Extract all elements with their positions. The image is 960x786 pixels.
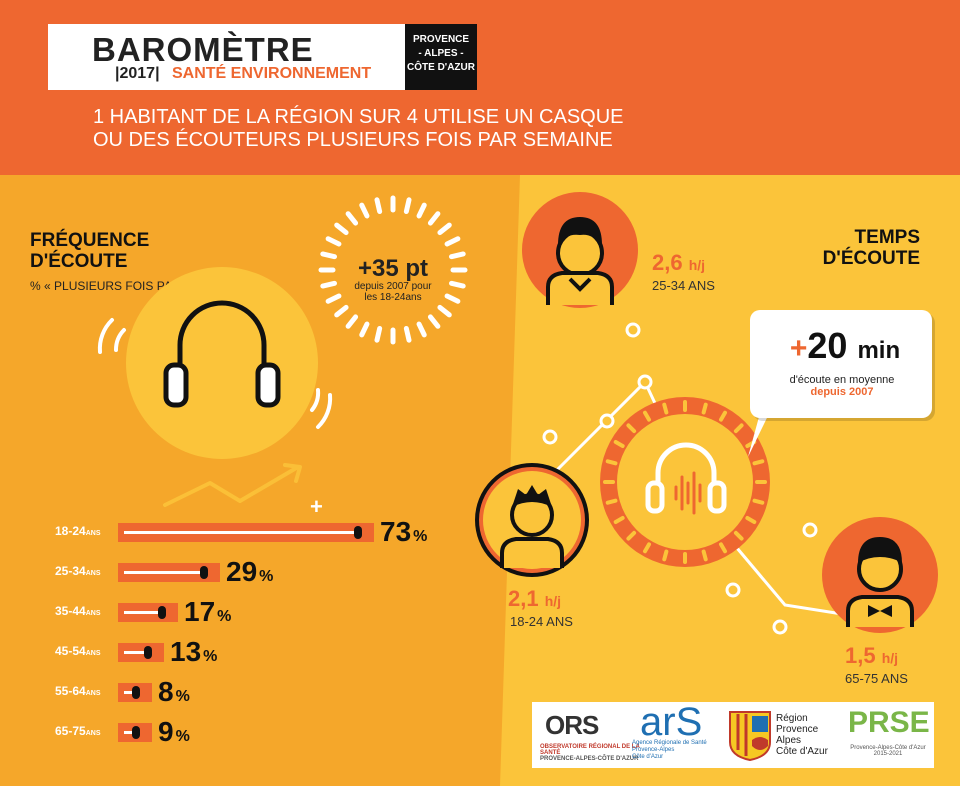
bar-knob xyxy=(132,726,140,739)
frequence-value: 9% xyxy=(158,716,190,747)
brand-subtitle: SANTÉ ENVIRONNEMENT xyxy=(172,65,372,82)
brand-year: |2017| xyxy=(115,65,160,82)
person-65-75-icon xyxy=(822,517,938,633)
region-box: PROVENCE - ALPES - CÔTE D'AZUR xyxy=(405,24,477,90)
frequence-title-line: FRÉQUENCE xyxy=(30,230,150,251)
bar-knob xyxy=(158,606,166,619)
logo-caption-line: 2015-2021 xyxy=(873,751,903,757)
frequence-bar xyxy=(118,603,178,622)
bar-line xyxy=(124,571,202,574)
right-illustration xyxy=(475,192,938,635)
brand-title: BAROMÈTRE xyxy=(92,31,314,68)
bubble-value: +20 min xyxy=(789,325,901,366)
frequence-bar xyxy=(118,723,152,742)
bar-line xyxy=(124,691,134,694)
age-label: 25-34ANS xyxy=(55,564,101,578)
audio-wave-icon xyxy=(674,471,702,515)
bar-line xyxy=(124,611,160,614)
bubble-caption-accent: depuis 2007 xyxy=(810,386,874,398)
frequence-value: 29% xyxy=(226,556,274,587)
stat-caption-line: les 18-24ans xyxy=(364,292,422,303)
person-25-34-icon xyxy=(522,192,638,308)
logo-caption-line: Provence-Alpes xyxy=(632,747,675,753)
bubble-caption: d'écoute en moyenne xyxy=(789,374,895,386)
logo-prse: PRSE xyxy=(848,706,930,739)
frequence-bar xyxy=(118,683,152,702)
value-25-34: 2,6 h/j xyxy=(652,250,706,275)
dial-icon xyxy=(600,397,770,567)
logo-region-line: Région xyxy=(776,713,808,724)
left-illustration xyxy=(97,195,468,507)
logo-prse-caption: Provence-Alpes-Côte d'Azur 2015-2021 xyxy=(838,745,938,757)
bar-knob xyxy=(132,686,140,699)
age-label: 35-44ANS xyxy=(55,604,101,618)
headline-line: 1 HABITANT DE LA RÉGION SUR 4 UTILISE UN… xyxy=(93,106,624,128)
headline: 1 HABITANT DE LA RÉGION SUR 4 UTILISE UN… xyxy=(93,106,793,152)
region-line: CÔTE D'AZUR xyxy=(407,62,475,73)
stat-35pt-caption: depuis 2007 pour les 18-24ans xyxy=(338,281,448,303)
region-line: - ALPES - xyxy=(418,48,464,59)
temps-title-line: D'ÉCOUTE xyxy=(822,248,920,269)
logo-ors: ORS xyxy=(545,710,599,740)
value-65-75: 1,5 h/j xyxy=(845,643,899,668)
frequence-bar xyxy=(118,563,220,582)
age-label: 18-24ANS xyxy=(55,524,101,538)
bar-line xyxy=(124,651,146,654)
logo-caption-line: Agence Régionale de Santé xyxy=(632,740,707,746)
brand-box xyxy=(48,24,405,90)
person-18-24-icon xyxy=(475,463,589,577)
bar-knob xyxy=(144,646,152,659)
logo-caption-line: Côte d'Azur xyxy=(632,754,664,760)
frequence-value: 13% xyxy=(170,636,218,667)
stat-caption-line: depuis 2007 pour xyxy=(354,281,432,292)
frequence-value: 8% xyxy=(158,676,190,707)
frequence-value: 17% xyxy=(184,596,232,627)
frequence-value: 73% xyxy=(380,516,428,547)
logo-ors-caption: OBSERVATOIRE RÉGIONAL DE LA SANTÉ PROVEN… xyxy=(540,744,640,762)
logo-region-line: Côte d'Azur xyxy=(776,746,828,757)
stat-35pt: +35 pt xyxy=(357,255,429,282)
connector-dots xyxy=(542,322,818,635)
frequence-title-line: D'ÉCOUTE xyxy=(30,251,128,272)
age-25-34: 25-34 ANS xyxy=(652,278,715,293)
logo-caption-line: Provence-Alpes-Côte d'Azur xyxy=(850,745,926,751)
headline-line: OU DES ÉCOUTEURS PLUSIEURS FOIS PAR SEMA… xyxy=(93,129,613,151)
temps-title-line: TEMPS xyxy=(854,227,920,248)
bar-line xyxy=(124,731,134,734)
headphone-circle xyxy=(126,267,318,459)
value-18-24: 2,1 h/j xyxy=(508,586,562,611)
age-label: 45-54ANS xyxy=(55,644,101,658)
frequence-title: FRÉQUENCE D'ÉCOUTE xyxy=(30,230,149,272)
sunburst-icon xyxy=(318,195,468,345)
age-label: 65-75ANS xyxy=(55,724,101,738)
bar-line xyxy=(124,531,356,534)
plus-icon: + xyxy=(310,494,323,519)
region-coat-of-arms-icon xyxy=(729,711,771,762)
region-line: PROVENCE xyxy=(412,34,470,45)
frequence-bar xyxy=(118,523,374,542)
speech-bubble xyxy=(750,310,932,418)
logo-region-line: Provence xyxy=(776,724,819,735)
logo-region-line: Alpes xyxy=(776,735,802,746)
logo-region: Région Provence Alpes Côte d'Azur xyxy=(776,713,846,757)
logo-ars-caption: Agence Régionale de Santé Provence-Alpes… xyxy=(632,740,712,761)
temps-title: TEMPS D'ÉCOUTE xyxy=(790,227,920,269)
logo-caption-line: PROVENCE-ALPES-CÔTE D'AZUR xyxy=(540,756,639,762)
age-18-24: 18-24 ANS xyxy=(510,614,573,629)
sound-waves-icon xyxy=(97,318,333,429)
bar-knob xyxy=(200,566,208,579)
bar-knob xyxy=(354,526,362,539)
headphones-icon xyxy=(645,442,727,514)
trend-arrow-icon xyxy=(163,463,302,507)
logo-caption-line: OBSERVATOIRE RÉGIONAL DE LA SANTÉ xyxy=(540,744,640,756)
age-label: 55-64ANS xyxy=(55,684,101,698)
logo-ars: arS xyxy=(640,700,703,744)
frequence-bar xyxy=(118,643,164,662)
age-65-75: 65-75 ANS xyxy=(845,671,908,686)
headphones-icon xyxy=(163,300,281,408)
